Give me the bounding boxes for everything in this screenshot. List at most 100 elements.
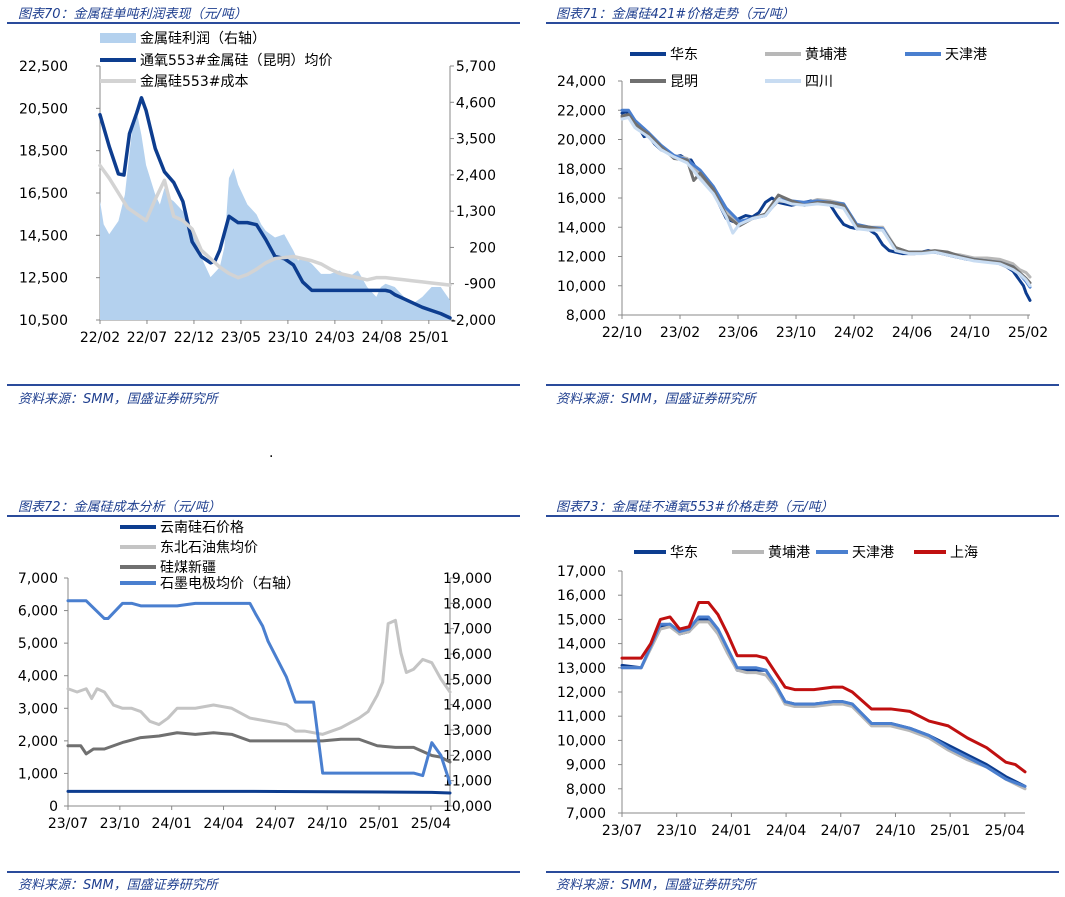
y-tick-label: 20,000 xyxy=(557,133,606,149)
y2-tick-label: 14,000 xyxy=(443,698,492,714)
y-tick-label: 1,000 xyxy=(18,766,58,782)
figure-71-title: 图表71：金属硅421#价格走势（元/吨） xyxy=(556,7,795,22)
y-tick-label: 16,500 xyxy=(19,186,68,202)
legend-label: 金属硅利润（右轴） xyxy=(140,31,266,47)
y2-tick-label: 19,000 xyxy=(443,571,492,587)
legend-label: 昆明 xyxy=(670,74,698,90)
figure-72-source: 资料来源：SMM，国盛证券研究所 xyxy=(18,878,218,893)
legend-label: 天津港 xyxy=(852,545,894,561)
y-tick-label: 14,000 xyxy=(557,637,606,653)
figure-70-top-rule xyxy=(7,22,520,24)
y-tick-label: 14,500 xyxy=(19,228,68,244)
legend-label: 上海 xyxy=(950,545,978,561)
legend-label: 云南硅石价格 xyxy=(160,520,244,536)
x-tick-label: 24/07 xyxy=(821,823,861,839)
legend-label: 黄埔港 xyxy=(805,46,847,63)
x-tick-label: 23/07 xyxy=(602,823,642,839)
series-line-0 xyxy=(98,96,452,320)
x-tick-label: 25/04 xyxy=(411,816,451,832)
y2-tick-label: 17,000 xyxy=(443,622,492,638)
y2-tick-label: 4,600 xyxy=(456,95,496,111)
stray-dot: . xyxy=(269,445,274,461)
x-tick-label: 24/02 xyxy=(834,325,874,341)
x-tick-label: 22/10 xyxy=(602,325,642,341)
y-tick-label: 13,000 xyxy=(557,661,606,677)
y-tick-label: 4,000 xyxy=(18,669,58,685)
x-tick-label: 23/06 xyxy=(718,325,758,341)
legend-label: 硅煤新疆 xyxy=(160,560,216,576)
x-tick-label: 25/01 xyxy=(409,330,449,346)
legend-label: 华东 xyxy=(670,545,698,561)
x-tick-label: 24/10 xyxy=(307,816,347,832)
y2-tick-label: -900 xyxy=(464,277,496,293)
y-tick-label: 10,000 xyxy=(557,733,606,749)
y-tick-label: 15,000 xyxy=(557,612,606,628)
x-tick-label: 22/02 xyxy=(80,330,120,346)
figure-73-chart: 7,000 8,000 9,000 10,000 11,000 12,000 13,000 1… xyxy=(557,544,1027,839)
figure-72-chart: 0 1,000 2,000 3,000 4,000 5,000 6,000 7,000 10,0… xyxy=(18,520,492,832)
y2-tick-label: 200 xyxy=(469,240,496,256)
figure-71-source: 资料来源：SMM，国盛证券研究所 xyxy=(556,392,756,407)
y2-tick-label: -2,000 xyxy=(451,313,496,329)
series-line-4 xyxy=(620,116,1032,288)
y-tick-label: 22,500 xyxy=(19,59,68,75)
x-tick-label: 25/02 xyxy=(1008,325,1048,341)
y2-tick-label: 15,000 xyxy=(443,672,492,688)
legend-label: 华东 xyxy=(670,47,698,63)
figure-73-source: 资料来源：SMM，国盛证券研究所 xyxy=(556,878,756,893)
y-tick-label: 12,500 xyxy=(19,271,68,287)
figure-71-bottom-rule xyxy=(546,384,1059,386)
x-tick-label: 24/03 xyxy=(315,330,355,346)
figure-70-source: 资料来源：SMM，国盛证券研究所 xyxy=(18,392,218,407)
x-tick-label: 23/10 xyxy=(657,823,697,839)
y-tick-label: 12,000 xyxy=(557,685,606,701)
x-tick-label: 22/07 xyxy=(127,330,167,346)
x-tick-label: 25/01 xyxy=(359,816,399,832)
y-tick-label: 7,000 xyxy=(18,571,58,587)
series-line-3 xyxy=(620,600,1027,774)
y2-tick-label: 5,700 xyxy=(456,59,496,75)
legend-label: 石墨电极均价（右轴） xyxy=(160,576,300,592)
y-tick-label: 10,000 xyxy=(557,279,606,295)
x-tick-label: 23/07 xyxy=(48,816,88,832)
x-tick-label: 22/12 xyxy=(174,330,214,346)
series-line-2 xyxy=(66,731,452,764)
y2-tick-label: 13,000 xyxy=(443,723,492,739)
figure-72-title: 图表72：金属硅成本分析（元/吨） xyxy=(18,500,221,515)
series-line-1 xyxy=(98,163,452,287)
series-line-3 xyxy=(620,113,1032,285)
figure-72-bottom-rule xyxy=(7,871,520,873)
series-line-3 xyxy=(66,599,452,785)
y2-tick-label: 18,000 xyxy=(443,596,492,612)
figure-71-chart: 8,000 10,000 12,000 14,000 16,000 18,000 20,00… xyxy=(557,46,1048,341)
x-tick-label: 24/07 xyxy=(255,816,295,832)
x-tick-label: 25/04 xyxy=(985,823,1025,839)
figure-73-bottom-rule xyxy=(546,871,1059,873)
x-tick-label: 24/04 xyxy=(203,816,243,832)
x-tick-label: 23/05 xyxy=(221,330,261,346)
legend-label: 金属硅553#成本 xyxy=(140,74,248,90)
y-tick-label: 24,000 xyxy=(557,74,606,90)
y-tick-label: 16,000 xyxy=(557,588,606,604)
x-tick-label: 24/04 xyxy=(766,823,806,839)
figure-71-top-rule xyxy=(546,22,1059,24)
legend-swatch xyxy=(100,33,136,43)
x-tick-label: 24/08 xyxy=(362,330,402,346)
y2-tick-label: 10,000 xyxy=(443,799,492,815)
y-tick-label: 9,000 xyxy=(566,758,606,774)
series-line-1 xyxy=(66,618,452,736)
series-line-1 xyxy=(620,620,1027,791)
y-tick-label: 18,500 xyxy=(19,144,68,160)
figure-73-title: 图表73：金属硅不通氧553#价格走势（元/吨） xyxy=(556,500,834,515)
legend-label: 东北石油焦均价 xyxy=(160,540,258,556)
y-tick-label: 8,000 xyxy=(566,782,606,798)
legend-label: 四川 xyxy=(805,74,833,90)
x-tick-label: 23/02 xyxy=(660,325,700,341)
x-tick-label: 24/06 xyxy=(892,325,932,341)
y2-tick-label: 1,300 xyxy=(456,204,496,220)
figure-72-top-rule xyxy=(7,515,520,517)
y2-tick-label: 2,400 xyxy=(456,168,496,184)
y-tick-label: 5,000 xyxy=(18,636,58,652)
y-tick-label: 18,000 xyxy=(557,162,606,178)
y2-tick-label: 12,000 xyxy=(443,748,492,764)
